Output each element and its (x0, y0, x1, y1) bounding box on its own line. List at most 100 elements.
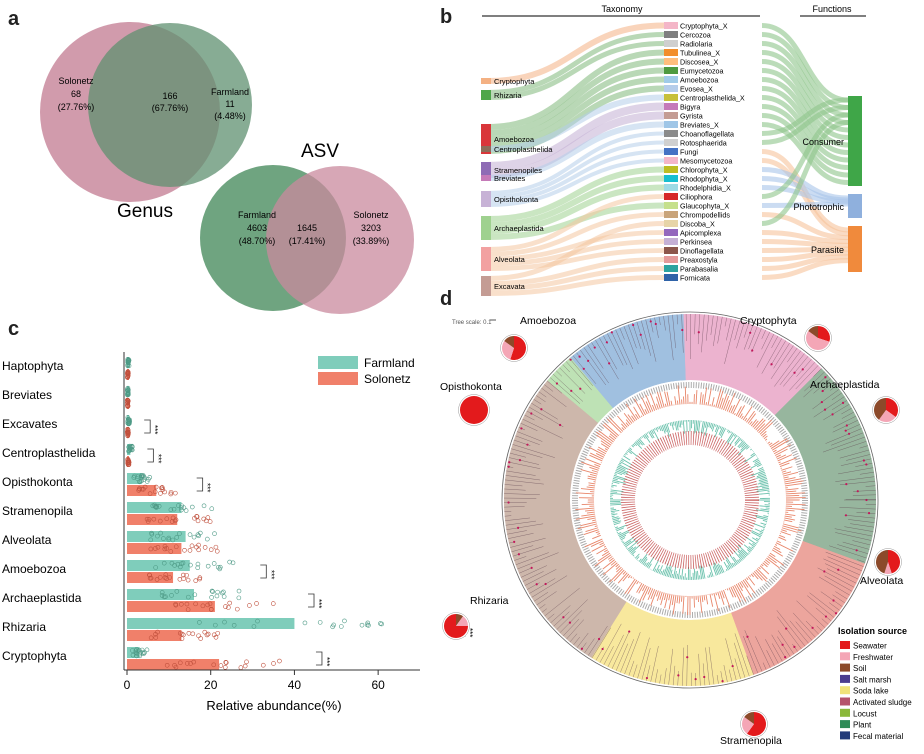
sankey-mid-label: Rotosphaerida (680, 139, 727, 148)
sankey-flow-left-mid (487, 121, 665, 181)
tree-node-dot (605, 341, 608, 344)
sankey-flow-mid-right (761, 212, 849, 241)
tree-abundance-bar-solonetz (744, 578, 756, 594)
tree-node-dot (820, 400, 823, 404)
tree-node-dot (845, 424, 848, 427)
tree-scale-label: Tree scale: 0.1 (452, 320, 492, 326)
bar-point (179, 507, 184, 513)
tree-branch (859, 471, 874, 475)
tree-abundance-bar-solonetz (739, 413, 743, 419)
significance-label: *** (266, 570, 275, 579)
tree-branch (533, 591, 549, 602)
tree-branch (640, 320, 652, 356)
tree-abundance-bar-solonetz (747, 413, 756, 424)
tree-abundance-bar-solonetz (699, 595, 703, 613)
tree-branch (770, 340, 787, 366)
tree-branch (694, 314, 696, 335)
bar-point (196, 633, 201, 639)
tree-branch (734, 658, 741, 680)
sankey-mid-label: Dinoflagellata (680, 247, 724, 256)
tree-abundance-bar-farmland (737, 436, 739, 438)
tree-abundance-bar-farmland (759, 479, 768, 483)
tree-abundance-bar-solonetz (616, 566, 622, 573)
sankey-left-node (481, 124, 491, 154)
tree-abundance-bar-solonetz (768, 442, 773, 446)
bar-point (176, 503, 181, 508)
tree-clade-sector (774, 368, 876, 564)
tree-abundance-bar-solonetz (750, 573, 754, 578)
x-tick-label: 0 (124, 678, 131, 692)
tree-abundance-bar-solonetz (607, 556, 613, 560)
tree-node-dot (824, 376, 827, 379)
tree-abundance-bar-solonetz (774, 544, 778, 546)
tree-branch (514, 556, 527, 561)
sankey-flow-left-mid (487, 102, 665, 170)
tree-branch (723, 665, 728, 683)
bar-point (196, 533, 202, 539)
tree-abundance-bar-farmland (752, 458, 759, 463)
bar-point (195, 518, 201, 524)
tree-abundance-bar-farmland (719, 427, 725, 436)
sankey-left-node (481, 90, 491, 100)
tree-branch (507, 530, 527, 535)
tree-abundance-bar-farmland (630, 544, 641, 554)
tree-abundance-bar-farmland (750, 448, 752, 451)
tree-node-dot (837, 568, 840, 571)
venn-asv-right-count: 3203 (361, 223, 381, 233)
bar-point (137, 479, 142, 485)
sankey-flow-mid-right (761, 239, 849, 248)
bar-point (247, 603, 252, 608)
tree-ring-outer (501, 311, 879, 689)
sankey-flow-left-mid (487, 22, 665, 84)
bar-point (164, 662, 170, 668)
tree-branch (865, 485, 876, 487)
tree-abundance-bar-solonetz (676, 400, 679, 405)
tree-abundance-bar-farmland (621, 540, 623, 542)
tree-abundance-bar-farmland (757, 481, 768, 485)
tree-abundance-bar-solonetz (677, 385, 681, 405)
bar-point (155, 533, 160, 539)
tree-abundance-bar-solonetz (784, 513, 796, 517)
tree-branch (813, 378, 831, 394)
tree-pie-slice (510, 336, 527, 361)
tree-abundance-bar-solonetz (764, 559, 771, 564)
panel-letter-a: a (8, 8, 20, 30)
sankey-flow-mid-right (761, 113, 849, 178)
bar-point (184, 601, 190, 607)
tree-abundance-bar-farmland (725, 569, 728, 572)
bar-point (153, 631, 158, 637)
sankey-right-node (848, 226, 862, 272)
tree-abundance-bar-farmland (712, 566, 717, 576)
tree-abundance-bar-farmland (629, 447, 633, 451)
tree-abundance-bar-solonetz (744, 417, 748, 422)
sankey-flow-left-mid (487, 266, 665, 291)
tree-abundance-bar-farmland (627, 449, 632, 455)
sankey-flow-left-mid (487, 149, 665, 203)
tree-abundance-bar-solonetz (703, 594, 706, 601)
tree-abundance-bar-farmland (714, 425, 720, 438)
tree-abundance-bar-farmland (669, 569, 673, 578)
tree-branch (830, 385, 837, 391)
bar-point (157, 575, 163, 580)
tree-abundance-bar-farmland (611, 513, 618, 516)
tree-pie-slice (818, 326, 830, 342)
bar-point (125, 369, 131, 375)
tree-abundance-bar-farmland (648, 563, 652, 569)
tree-abundance-bar-farmland (720, 565, 725, 573)
sankey-flow-left-mid (487, 275, 665, 296)
sankey-flow-mid-right (761, 230, 849, 244)
bar-point (174, 535, 180, 540)
tree-abundance-bar-farmland (762, 528, 765, 530)
tree-abundance-bar-farmland (615, 470, 626, 475)
tree-node-dot (749, 331, 752, 334)
tree-pie-slice (504, 336, 514, 348)
tree-abundance-bar-solonetz (594, 525, 598, 528)
bar-solonetz (127, 572, 174, 583)
tree-abundance-bar-solonetz (752, 420, 759, 428)
bar-point (238, 665, 244, 670)
bar-point (214, 548, 220, 554)
bar-point (153, 565, 158, 570)
tree-abundance-bar-farmland (731, 562, 735, 567)
tree-abundance-bar-farmland (748, 552, 750, 554)
tree-node-dot (639, 333, 642, 336)
